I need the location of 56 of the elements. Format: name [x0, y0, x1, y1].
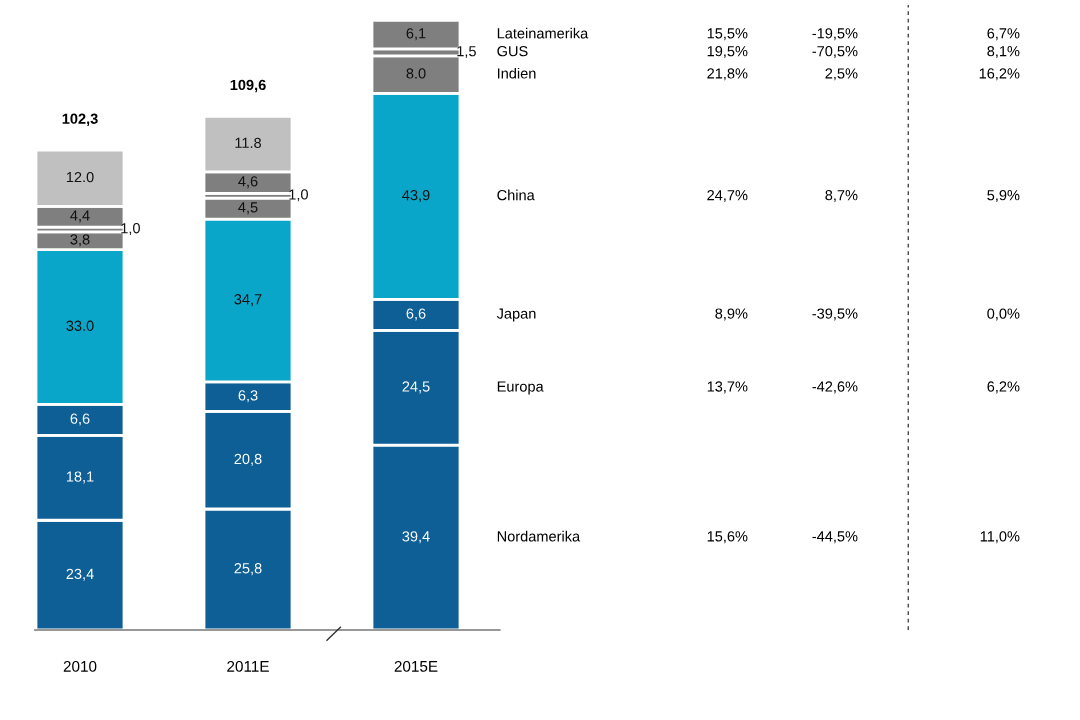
data-label: 4,6	[238, 176, 258, 189]
data-label: 24,5	[402, 381, 430, 394]
text: 8,7%	[825, 189, 858, 203]
data-label: 18,1	[66, 471, 94, 484]
data-label: 1,0	[289, 189, 308, 202]
text: -39,5%	[812, 308, 858, 321]
data-label: 25,8	[234, 563, 262, 576]
text: 6,2%	[987, 381, 1020, 394]
text: -70,5%	[812, 46, 858, 59]
text: 24,7%	[707, 189, 748, 203]
text: China	[497, 189, 535, 201]
data-label: 4,4	[70, 210, 90, 223]
x-tick-label: 2010	[63, 660, 97, 672]
data-label: 11.8	[235, 137, 262, 149]
text: 8,9%	[715, 308, 748, 321]
data-label: 39,4	[402, 531, 430, 544]
data-label: 3,8	[70, 234, 90, 247]
text: 0,0%	[987, 308, 1020, 321]
data-label: 1,5	[457, 46, 476, 59]
data-label: 6,6	[406, 308, 426, 321]
text: 19,5%	[707, 46, 748, 59]
text: 13,7%	[707, 381, 748, 394]
data-label: 12.0	[66, 171, 94, 183]
text: Europa	[497, 381, 544, 395]
text: 15,6%	[707, 531, 748, 544]
text: Japan	[496, 308, 536, 322]
data-label: 1,0	[121, 223, 140, 236]
data-label: 4,5	[238, 202, 258, 215]
text: 6,7%	[987, 28, 1020, 41]
text: Nordamerika	[497, 530, 581, 542]
data-label: 33.0	[66, 320, 94, 331]
text: 15,5%	[707, 28, 748, 41]
text: 11,0%	[980, 531, 1020, 544]
x-tick-label: 2011E	[227, 660, 269, 672]
text: 2,5%	[825, 68, 858, 81]
x-tick-label: 2015E	[394, 660, 438, 672]
total-label: 109,6	[230, 79, 266, 93]
text: Indien	[497, 67, 536, 79]
text: 16,2%	[979, 68, 1020, 81]
data-label: 43,9	[402, 189, 430, 203]
text: -42,6%	[812, 381, 858, 394]
text: 5,9%	[987, 189, 1020, 203]
text: Lateinamerika	[497, 27, 589, 39]
data-label: 6,1	[406, 28, 426, 41]
data-label: 6,3	[238, 390, 258, 403]
text: -44,5%	[812, 531, 858, 544]
text: -19,5%	[812, 28, 858, 41]
data-label: 34,7	[234, 294, 262, 307]
data-label: 8.0	[406, 68, 426, 79]
text: GUS	[497, 46, 528, 57]
text: 8,1%	[987, 46, 1020, 59]
total-label: 102,3	[62, 113, 98, 126]
text: 21,8%	[707, 68, 748, 81]
data-label: 23,4	[66, 568, 94, 581]
data-label: 6,6	[70, 413, 90, 426]
data-label: 20,8	[234, 453, 262, 466]
